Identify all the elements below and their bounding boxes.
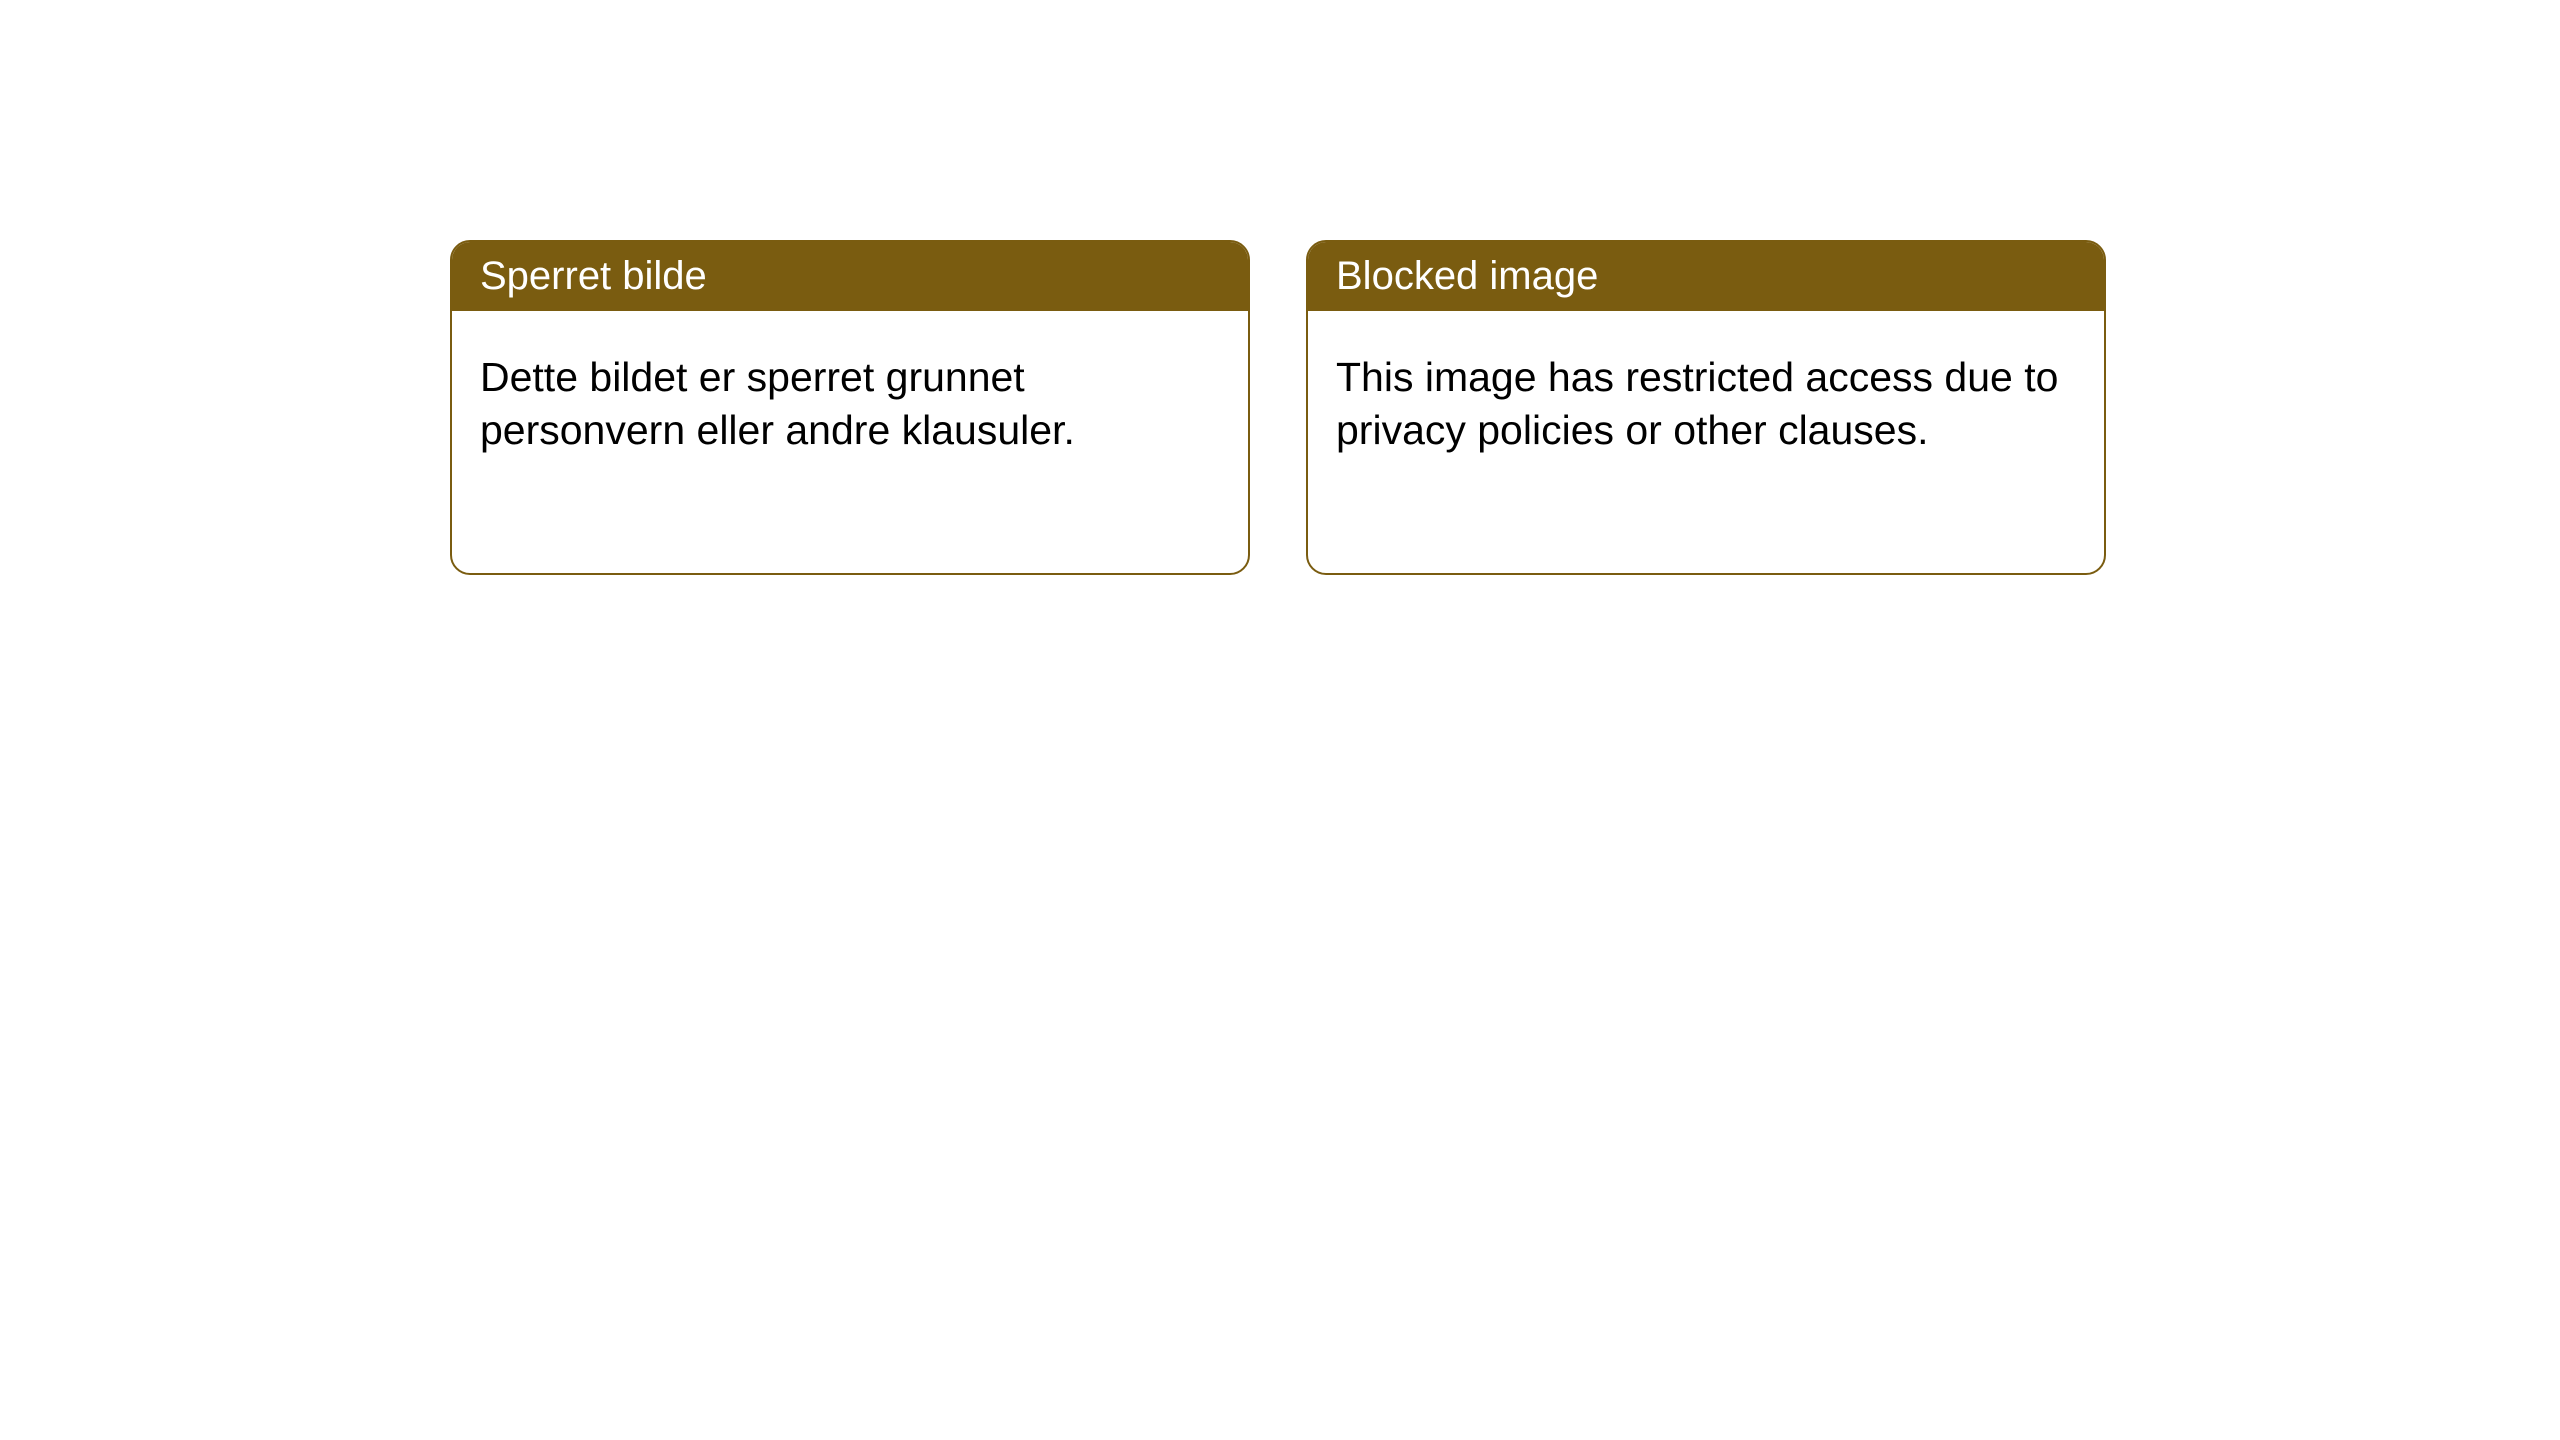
card-header: Sperret bilde: [452, 242, 1248, 311]
card-body: This image has restricted access due to …: [1308, 311, 2104, 486]
notice-card-norwegian: Sperret bilde Dette bildet er sperret gr…: [450, 240, 1250, 575]
card-title: Blocked image: [1336, 254, 1598, 298]
card-body-text: Dette bildet er sperret grunnet personve…: [480, 354, 1075, 453]
card-header: Blocked image: [1308, 242, 2104, 311]
card-body: Dette bildet er sperret grunnet personve…: [452, 311, 1248, 486]
notice-card-english: Blocked image This image has restricted …: [1306, 240, 2106, 575]
card-title: Sperret bilde: [480, 254, 707, 298]
notice-container: Sperret bilde Dette bildet er sperret gr…: [0, 0, 2560, 575]
card-body-text: This image has restricted access due to …: [1336, 354, 2058, 453]
